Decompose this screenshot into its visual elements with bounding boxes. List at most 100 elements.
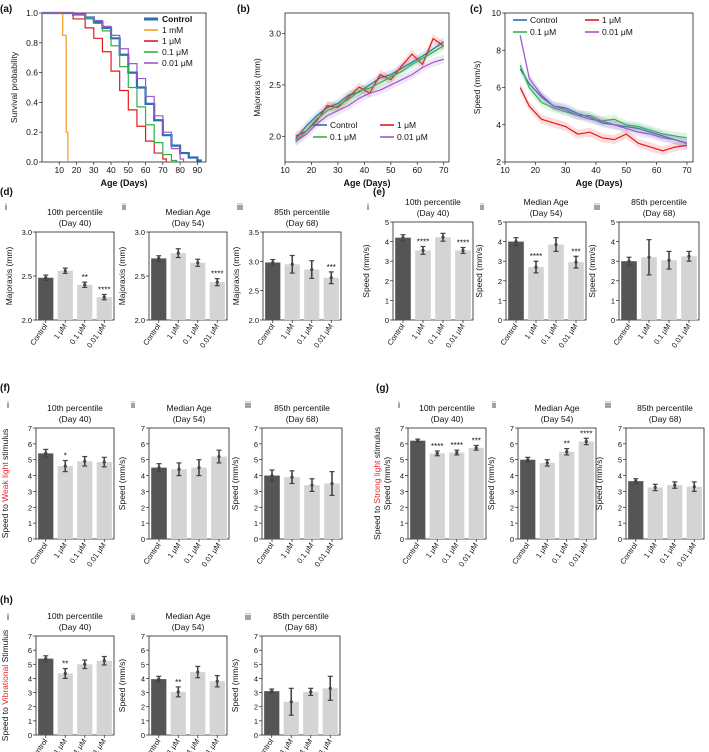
y-tick-label: 4	[385, 238, 389, 247]
y-tick-label: 3	[611, 257, 615, 266]
y-tick-label: 0	[141, 731, 145, 740]
x-tick-label: 20	[307, 165, 317, 175]
sub-panel-label: i	[7, 612, 9, 622]
y-axis-label: Speed (mm/s)	[587, 244, 597, 298]
chart-subtitle: (Day 40)	[59, 414, 92, 424]
mean-dot	[634, 479, 638, 483]
series-band-uM01	[520, 60, 687, 143]
y-tick-label: 0	[254, 535, 258, 544]
y-tick-label: 2	[400, 503, 404, 512]
series-band-uM001	[520, 30, 687, 148]
chart-title: 10th percentile	[419, 403, 475, 413]
x-tick-label: 1 μM	[424, 541, 441, 560]
y-tick-label: 2	[611, 277, 615, 286]
chart-title: 85th percentile	[637, 403, 693, 413]
mean-dot	[177, 467, 181, 471]
x-tick-label: 50	[124, 165, 134, 175]
y-tick-label: 1	[28, 519, 32, 528]
y-axis-label-part: stimulus	[0, 429, 10, 463]
mean-dot	[176, 690, 180, 694]
x-tick-label: 0.01 μM	[85, 541, 108, 568]
y-axis-label: Speed (mm/s)	[117, 659, 127, 713]
sub-panel-label: iii	[245, 612, 251, 622]
mean-dot	[63, 269, 67, 273]
x-tick-label: 0.01 μM	[200, 541, 223, 568]
x-tick-label: 0.01 μM	[198, 737, 221, 752]
y-axis-label-part: Speed to	[0, 502, 10, 538]
chart-d-i: 10th percentile(Day 40) i (d) 2.0 2.5 3.0 Majo…	[0, 187, 115, 349]
mean-dot	[44, 657, 48, 661]
y-tick-label: 7	[28, 632, 32, 641]
mean-dot	[474, 446, 478, 450]
mean-dot	[271, 260, 275, 265]
bar-0	[410, 440, 426, 539]
chart-subtitle: (Day 40)	[59, 218, 92, 228]
x-tick-label: 0.1 μM	[539, 322, 560, 346]
plot-frame	[284, 12, 450, 163]
y-tick-label: 3.0	[249, 257, 259, 266]
y-axis-label: Speed (mm/s)	[230, 457, 240, 511]
y-tick-label: 1.0	[26, 8, 38, 18]
y-axis-label: Majoraxis (mm)	[4, 247, 14, 306]
sub-panel-label: ii	[122, 202, 126, 212]
panel-label: (e)	[373, 187, 385, 198]
x-tick-label: 0.1 μM	[182, 541, 203, 565]
y-axis-label-part: Speed to	[372, 504, 382, 540]
y-tick-label: 5	[141, 660, 145, 669]
chart-title: Median Age	[166, 611, 211, 621]
significance-marker: ****	[580, 429, 592, 438]
x-tick-label: 0.01 μM	[457, 541, 480, 568]
mean-dot	[328, 686, 332, 690]
bar-3	[323, 277, 339, 320]
bar-3	[96, 660, 112, 735]
x-tick-label: 1 μM	[166, 541, 183, 560]
bar-2	[190, 262, 206, 320]
x-tick-label: 90	[193, 165, 203, 175]
chart-subtitle: (Day 68)	[286, 218, 319, 228]
y-tick-label: 6	[496, 83, 501, 93]
y-tick-label: 5	[400, 456, 404, 465]
bar-1	[429, 453, 445, 539]
sub-panel-label: ii	[131, 400, 135, 410]
chart-f-iii: 85th percentile(Day 68) iii 0 1 2 3 4 5 6 7 Speed …	[230, 400, 343, 568]
y-tick-label: 1	[510, 519, 514, 528]
y-axis-label: Speed (mm/s)	[230, 659, 240, 713]
mean-dot	[102, 659, 106, 663]
x-tick-label: 1 μM	[165, 737, 182, 752]
chart-h-iii: 85th percentile(Day 68) iii 0 1 2 3 4 5 6 7 Speed …	[230, 611, 341, 752]
x-tick-label: Control	[141, 541, 162, 566]
chart-f-ii: Median Age(Day 54) ii 0 1 2 3 4 5 6 7 Speed (mm/s)…	[117, 400, 230, 568]
mean-dot	[196, 261, 200, 265]
y-axis-label-part: stimulus	[372, 427, 382, 461]
mean-dot	[157, 256, 161, 260]
bar-3	[211, 456, 227, 539]
legend-label: 1 μM	[602, 15, 621, 25]
y-tick-label: 5	[510, 456, 514, 465]
mean-dot	[44, 451, 48, 455]
mean-dot	[461, 248, 465, 253]
y-tick-label: 4	[141, 472, 145, 481]
x-axis-label: Age (Days)	[575, 178, 622, 188]
mean-dot	[102, 295, 106, 299]
mean-dot	[687, 254, 691, 258]
x-tick-label: 30	[89, 165, 99, 175]
mean-dot	[270, 689, 274, 693]
y-tick-label: 0	[141, 535, 145, 544]
y-tick-label: 3	[28, 689, 32, 698]
y-tick-label: 4	[510, 472, 514, 481]
bar-0	[38, 277, 54, 320]
chart-title: 10th percentile	[47, 403, 103, 413]
chart-subtitle: (Day 54)	[172, 622, 205, 632]
mean-dot	[401, 236, 405, 240]
y-tick-label: 7	[254, 632, 258, 641]
y-tick-label: 2.0	[269, 131, 281, 141]
significance-marker: ****	[417, 238, 429, 247]
y-axis-label: Speed (mm/s)	[594, 457, 604, 511]
mean-dot	[102, 460, 106, 464]
sub-panel-label: iii	[594, 202, 600, 212]
chart-subtitle: (Day 68)	[643, 208, 676, 218]
y-tick-label: 3	[141, 487, 145, 496]
y-tick-label: 2.5	[249, 287, 259, 296]
y-axis-label: Speed (mm/s)	[117, 457, 127, 511]
y-tick-label: 2	[254, 703, 258, 712]
